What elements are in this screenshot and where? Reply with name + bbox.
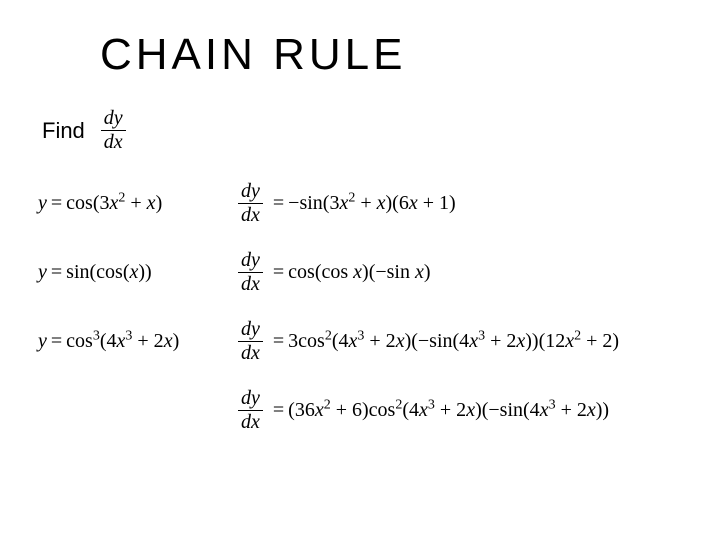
rhs-expression: =−sin(3x2 + x)(6x + 1) xyxy=(269,192,456,215)
fraction-denominator: dx xyxy=(238,272,263,295)
equation-rhs: dy dx =(36x2 + 6)cos2(4x3 + 2x)(−sin(4x3… xyxy=(238,388,609,433)
fraction-denominator: dx xyxy=(238,341,263,364)
equation-rhs: dy dx =−sin(3x2 + x)(6x + 1) xyxy=(238,181,456,226)
equation-lhs: y=cos(3x2 + x) xyxy=(38,192,238,215)
dy-dx-fraction: dy dx xyxy=(101,108,126,153)
equation-row: y=sin(cos(x)) dy dx =cos(cos x)(−sin x) xyxy=(38,250,682,295)
dy-dx-fraction: dy dx xyxy=(238,181,263,226)
equation-rhs: dy dx =3cos2(4x3 + 2x)(−sin(4x3 + 2x))(1… xyxy=(238,319,619,364)
fraction-denominator: dx xyxy=(238,410,263,433)
equation-list: y=cos(3x2 + x) dy dx =−sin(3x2 + x)(6x +… xyxy=(38,181,682,433)
equation-lhs: y=sin(cos(x)) xyxy=(38,261,238,284)
find-label: Find xyxy=(42,118,85,144)
slide: CHAIN RULE Find dy dx y=cos(3x2 + x) dy … xyxy=(0,0,720,540)
equation-row: y=cos(3x2 + x) dy dx =−sin(3x2 + x)(6x +… xyxy=(38,181,682,226)
rhs-expression: =cos(cos x)(−sin x) xyxy=(269,261,431,284)
fraction-numerator: dy xyxy=(238,319,263,341)
dy-dx-fraction: dy dx xyxy=(238,319,263,364)
equation-row: y=cos3(4x3 + 2x) dy dx =3cos2(4x3 + 2x)(… xyxy=(38,319,682,364)
fraction-denominator: dx xyxy=(101,130,126,153)
dy-dx-fraction: dy dx xyxy=(238,250,263,295)
fraction-numerator: dy xyxy=(238,388,263,410)
fraction-numerator: dy xyxy=(101,108,126,130)
fraction-numerator: dy xyxy=(238,181,263,203)
rhs-expression: =(36x2 + 6)cos2(4x3 + 2x)(−sin(4x3 + 2x)… xyxy=(269,399,609,422)
find-row: Find dy dx xyxy=(42,108,682,153)
equation-lhs: y=cos3(4x3 + 2x) xyxy=(38,330,238,353)
equation-rhs: dy dx =cos(cos x)(−sin x) xyxy=(238,250,431,295)
fraction-denominator: dx xyxy=(238,203,263,226)
page-title: CHAIN RULE xyxy=(100,30,682,80)
equation-row: dy dx =(36x2 + 6)cos2(4x3 + 2x)(−sin(4x3… xyxy=(238,388,682,433)
rhs-expression: =3cos2(4x3 + 2x)(−sin(4x3 + 2x))(12x2 + … xyxy=(269,330,619,353)
fraction-numerator: dy xyxy=(238,250,263,272)
dy-dx-fraction: dy dx xyxy=(238,388,263,433)
